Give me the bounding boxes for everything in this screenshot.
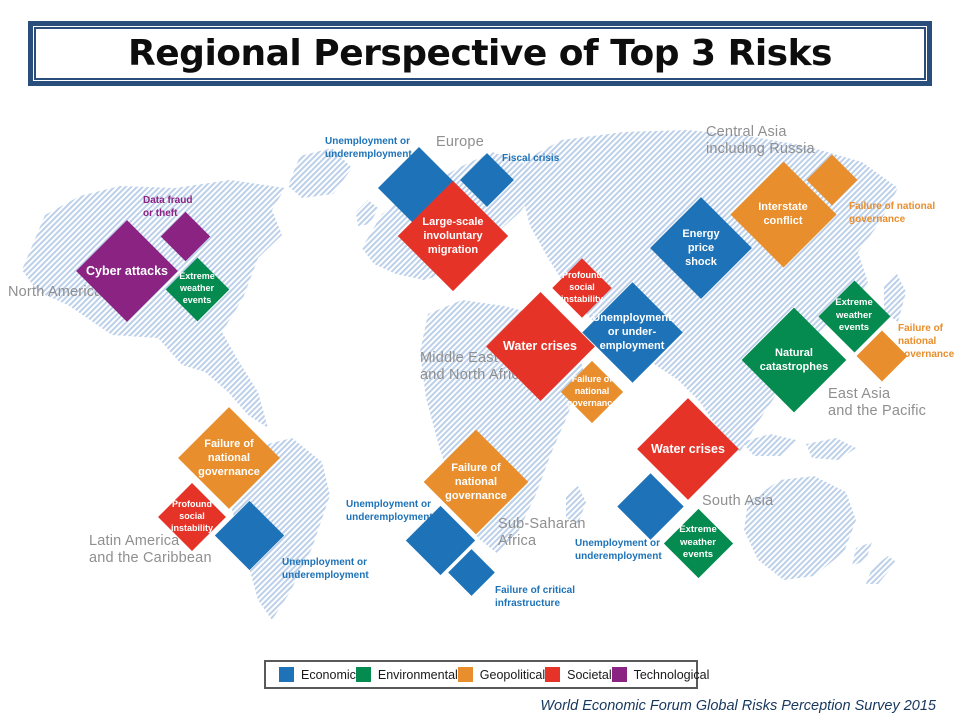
legend-label: Environmental — [377, 667, 458, 682]
island-new-zealand-south — [866, 556, 896, 584]
island-britain — [356, 200, 378, 226]
region-label: Europe — [436, 134, 484, 150]
risk-label: Failure of national governance — [849, 201, 936, 225]
environmental-swatch — [355, 667, 371, 682]
region-label: North America — [8, 284, 103, 300]
legend-label: Societal — [567, 667, 612, 682]
region-label: East Asia and the Pacific — [828, 386, 927, 419]
legend-item-technological: Technological — [611, 667, 710, 682]
region-label: Sub-Saharan Africa — [498, 516, 586, 549]
risk-label: Failure of national governance — [898, 323, 955, 360]
risk-label: Unemployment or underemployment — [325, 136, 412, 160]
legend-item-societal: Societal — [545, 667, 612, 682]
risk-label: Unemployment or underemployment — [346, 499, 433, 523]
page-title: Regional Perspective of Top 3 Risks — [128, 33, 832, 74]
region-label: Latin America and the Caribbean — [89, 533, 212, 566]
economic-swatch — [279, 667, 294, 682]
legend-label: Geopolitical — [479, 667, 546, 682]
geopolitical-swatch — [457, 667, 473, 682]
island-new-zealand-north — [852, 542, 872, 566]
continent-south-america — [232, 438, 330, 620]
continent-australia — [744, 476, 856, 580]
risk-label: Unemployment or underemployment — [282, 557, 369, 581]
island-greenland — [288, 148, 352, 198]
legend: Economic Environmental Geopolitical Societa… — [264, 660, 709, 689]
technological-swatch — [611, 667, 627, 682]
island-japan — [884, 272, 906, 322]
title-box: Regional Perspective of Top 3 Risks — [28, 21, 932, 86]
source-attribution: World Economic Forum Global Risks Percep… — [540, 698, 936, 714]
legend-label: Economic — [301, 667, 356, 682]
legend-item-economic: Economic — [279, 667, 356, 682]
risk-label: Failure of critical infrastructure — [495, 585, 576, 609]
islands-indonesia-east — [806, 438, 856, 460]
risk-label: Fiscal crisis — [502, 153, 560, 164]
region-label: Central Asia including Russia — [706, 124, 815, 157]
region-label: South Asia — [702, 493, 774, 509]
continent-north-america — [22, 180, 285, 428]
islands-indonesia-west — [742, 434, 796, 456]
legend-item-geopolitical: Geopolitical — [457, 667, 546, 682]
legend-item-environmental: Environmental — [355, 667, 458, 682]
island-madagascar — [566, 486, 586, 524]
risk-label: Unemployment or underemployment — [575, 538, 662, 562]
societal-swatch — [545, 667, 561, 682]
legend-label: Technological — [633, 667, 710, 682]
risk-label: Data fraud or theft — [143, 195, 193, 219]
